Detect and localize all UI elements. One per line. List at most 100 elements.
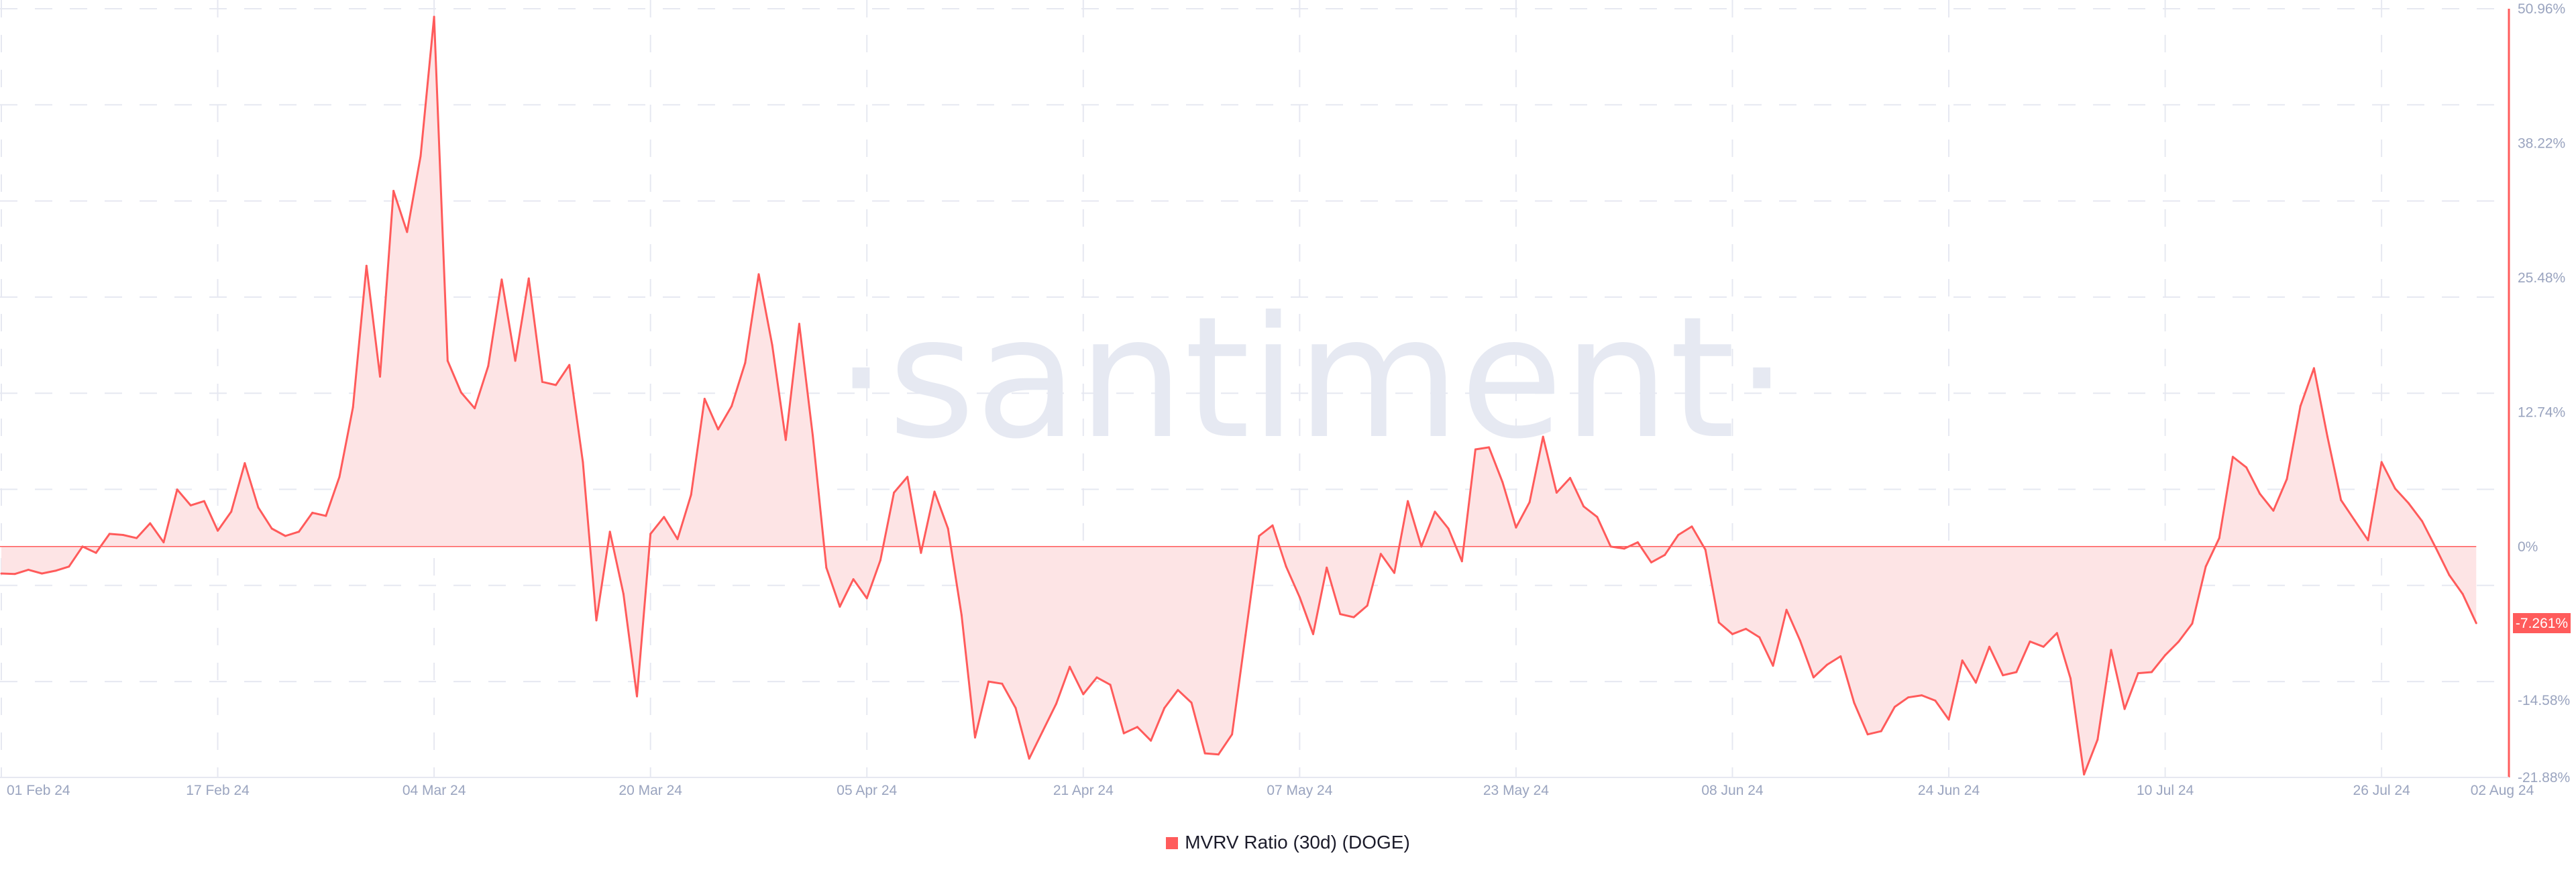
data-point bbox=[933, 490, 936, 493]
data-point bbox=[1434, 510, 1436, 513]
data-point bbox=[1717, 621, 1720, 624]
data-point bbox=[1366, 604, 1368, 607]
data-point bbox=[1745, 627, 1748, 630]
data-point bbox=[1650, 561, 1653, 563]
data-point bbox=[108, 533, 111, 535]
data-point bbox=[1041, 730, 1044, 732]
data-point bbox=[2259, 492, 2261, 495]
data-point bbox=[2029, 640, 2031, 643]
data-point bbox=[1244, 634, 1247, 637]
data-point bbox=[1069, 665, 1071, 668]
data-point bbox=[1893, 706, 1896, 708]
data-point bbox=[852, 578, 855, 581]
data-point bbox=[1677, 533, 1680, 536]
data-point bbox=[2002, 674, 2004, 677]
data-point bbox=[230, 510, 233, 513]
data-point bbox=[1203, 752, 1206, 755]
y-tick-label: 50.96% bbox=[2518, 1, 2565, 17]
data-point bbox=[608, 531, 611, 533]
data-point bbox=[1921, 694, 1923, 697]
data-point bbox=[812, 435, 814, 437]
data-point bbox=[1460, 560, 1463, 563]
data-point bbox=[433, 15, 435, 18]
data-point bbox=[2407, 502, 2410, 504]
data-point bbox=[27, 568, 30, 571]
data-point bbox=[1961, 659, 1964, 662]
data-point bbox=[649, 533, 652, 535]
data-point bbox=[2164, 654, 2167, 657]
data-point bbox=[1122, 732, 1125, 734]
data-point bbox=[1542, 435, 1544, 438]
data-point bbox=[1934, 699, 1937, 702]
data-point bbox=[460, 391, 462, 394]
santiment-watermark: ·santiment· bbox=[835, 280, 1788, 476]
data-point bbox=[338, 476, 341, 478]
data-point bbox=[1826, 663, 1829, 666]
data-point bbox=[2042, 645, 2045, 648]
data-point bbox=[2218, 537, 2220, 539]
data-point bbox=[1812, 676, 1815, 679]
data-point bbox=[1623, 547, 1625, 550]
series-mvrv bbox=[0, 15, 2477, 776]
data-point bbox=[1907, 696, 1910, 699]
data-point bbox=[1082, 693, 1085, 696]
data-point bbox=[1515, 526, 1517, 529]
data-point bbox=[244, 461, 246, 464]
data-point bbox=[1947, 718, 1950, 721]
data-point bbox=[2069, 677, 2072, 679]
y-tick-label: 0% bbox=[2518, 539, 2538, 555]
data-point bbox=[1150, 739, 1152, 742]
x-tick-label: 23 May 24 bbox=[1483, 783, 1549, 798]
data-point bbox=[703, 397, 706, 400]
y-tick-label: 25.48% bbox=[2518, 270, 2565, 286]
data-point bbox=[95, 551, 97, 554]
legend-label: MVRV Ratio (30d) (DOGE) bbox=[1185, 832, 1410, 853]
data-point bbox=[392, 190, 395, 193]
data-point bbox=[1379, 553, 1382, 555]
legend[interactable]: MVRV Ratio (30d) (DOGE) bbox=[0, 832, 2576, 853]
data-point bbox=[1285, 565, 1287, 568]
data-point bbox=[1352, 616, 1355, 618]
data-point bbox=[2178, 640, 2180, 643]
data-point bbox=[1055, 702, 1057, 705]
data-point bbox=[1014, 706, 1017, 709]
data-point bbox=[1231, 733, 1234, 736]
data-point bbox=[419, 155, 422, 158]
data-point bbox=[1474, 448, 1477, 451]
data-point bbox=[568, 364, 571, 366]
data-point bbox=[2191, 622, 2194, 625]
data-point bbox=[2245, 466, 2248, 469]
data-point bbox=[771, 343, 773, 346]
data-point bbox=[1731, 633, 1733, 635]
data-point bbox=[893, 492, 896, 494]
data-point bbox=[1582, 505, 1585, 508]
data-point bbox=[378, 375, 381, 378]
data-point bbox=[2421, 520, 2424, 523]
data-point bbox=[2204, 565, 2207, 568]
data-point bbox=[757, 273, 760, 276]
data-point bbox=[284, 535, 286, 537]
legend-swatch bbox=[1166, 837, 1179, 849]
data-point bbox=[2312, 367, 2315, 370]
x-tick-label: 24 Jun 24 bbox=[1918, 783, 1980, 798]
data-point bbox=[906, 476, 909, 478]
data-point bbox=[1312, 633, 1315, 635]
x-tick-label: 04 Mar 24 bbox=[402, 783, 466, 798]
data-point bbox=[121, 533, 124, 536]
data-point bbox=[2286, 478, 2288, 480]
data-point bbox=[500, 278, 503, 281]
data-point bbox=[203, 500, 205, 502]
data-point bbox=[1772, 665, 1774, 667]
data-point bbox=[325, 514, 327, 517]
data-point bbox=[2110, 649, 2112, 651]
x-tick-label: 02 Aug 24 bbox=[2471, 783, 2534, 798]
data-point bbox=[1988, 645, 1991, 648]
data-point bbox=[2231, 455, 2234, 458]
data-point bbox=[1420, 545, 1423, 548]
y-axis: 50.96% 38.22% 25.48% 12.74% 0% -14.58% -21.88%… bbox=[2508, 1, 2571, 785]
data-point bbox=[663, 516, 665, 519]
data-point bbox=[1447, 527, 1450, 530]
data-point bbox=[2394, 487, 2396, 490]
data-point bbox=[2096, 739, 2099, 741]
